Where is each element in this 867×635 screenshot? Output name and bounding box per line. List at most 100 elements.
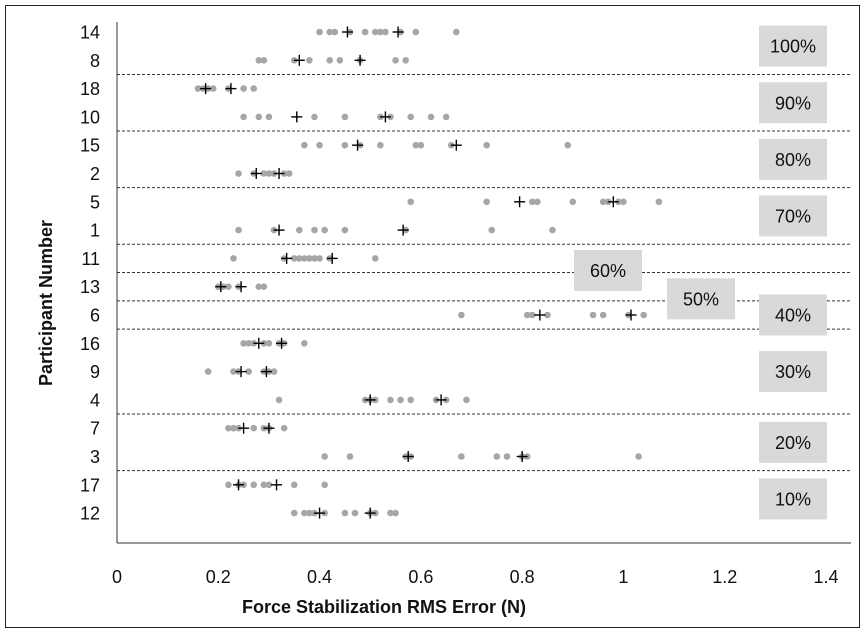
group-label-background [574, 250, 642, 292]
trial-point [240, 113, 247, 121]
group-label-background [667, 278, 735, 320]
trial-point [377, 141, 384, 149]
mean-marker [341, 26, 353, 38]
mean-marker [238, 422, 250, 434]
trial-point [260, 283, 268, 291]
mean-marker [314, 507, 326, 519]
mean-marker [291, 111, 303, 123]
mean-marker [364, 394, 376, 406]
mean-marker [352, 139, 364, 151]
group-label-text: 70% [775, 206, 811, 226]
x-tick-label: 1.2 [712, 567, 737, 587]
trial-point [290, 509, 298, 517]
trial-point [483, 198, 490, 206]
trial-point [265, 481, 273, 489]
group-label-box: 50% [667, 278, 735, 320]
trial-point [265, 170, 273, 177]
trial-point [458, 453, 465, 460]
group-label-box: 70% [759, 195, 827, 237]
y-tick-label: 18 [80, 79, 100, 99]
group-label-background [759, 25, 827, 67]
trial-point [392, 509, 399, 517]
trial-point [209, 85, 217, 92]
trial-point [250, 424, 258, 432]
x-tick-label: 0.6 [408, 567, 433, 587]
trial-point [301, 509, 308, 517]
trial-point [225, 481, 232, 489]
y-tick-label: 11 [81, 249, 100, 269]
x-tick-label: 1 [618, 567, 628, 587]
trial-point [255, 57, 263, 64]
group-label-text: 10% [775, 489, 811, 509]
y-tick-label: 14 [80, 23, 100, 43]
trial-point [599, 311, 607, 319]
trial-point [235, 170, 242, 177]
x-tick-labels: 0 0.2 0.4 0.6 0.8 1 1.2 1.4 [112, 567, 839, 587]
trial-point [296, 226, 303, 234]
mean-marker [250, 168, 262, 179]
trial-point [306, 509, 313, 517]
trial-point [544, 311, 551, 319]
trial-point [412, 28, 420, 36]
group-label-background [759, 82, 827, 124]
trial-point [361, 28, 369, 36]
trial-point [463, 396, 470, 404]
trial-point [316, 141, 323, 149]
trial-point [225, 283, 232, 291]
trial-point [265, 340, 273, 347]
trial-point [407, 113, 415, 121]
trial-point [341, 226, 349, 234]
mean-marker [392, 26, 404, 38]
mean-marker [534, 309, 546, 321]
trial-point [204, 368, 212, 375]
mean-marker [402, 451, 414, 462]
group-label-box: 100% [759, 25, 827, 67]
y-tick-label: 4 [90, 390, 100, 410]
y-tick-label: 2 [90, 164, 100, 184]
trial-point [640, 311, 647, 319]
y-tick-label: 17 [80, 475, 100, 495]
trial-point [493, 453, 501, 460]
y-tick-label: 16 [80, 334, 100, 354]
trial-point [250, 481, 258, 489]
y-tick-label: 15 [80, 136, 100, 156]
mean-marker [225, 83, 237, 95]
trial-point [336, 57, 344, 64]
y-axis-title: Participant Number [36, 220, 56, 386]
trial-point [311, 226, 318, 234]
x-tick-label: 1.4 [813, 567, 838, 587]
trial-point [321, 481, 328, 489]
trial-point [316, 255, 323, 262]
group-label-text: 90% [775, 93, 811, 113]
trial-point [235, 226, 242, 234]
trial-point [301, 255, 308, 262]
trial-point [316, 28, 323, 36]
trial-point [528, 198, 536, 206]
mean-marker [450, 139, 462, 151]
chart-frame: 14 8 18 10 15 2 5 1 11 13 6 16 9 4 7 3 17 12 0 0.2 0.4 0.6 0.… [5, 5, 860, 628]
mean-marker [435, 394, 447, 406]
trial-point [240, 340, 247, 347]
trial-point [377, 28, 384, 36]
mean-marker [293, 54, 305, 66]
group-label-background [759, 351, 827, 393]
group-label-box: 90% [759, 82, 827, 124]
trial-point [371, 255, 379, 262]
group-labels: 100% 90% 80% 70% 60% 50% 40% 30% 20% 10% [574, 25, 827, 520]
mean-marker [273, 168, 285, 179]
mean-marker [514, 196, 526, 208]
mean-marker [253, 337, 265, 349]
trial-point [306, 255, 313, 262]
trial-point [412, 141, 420, 149]
trial-point [458, 311, 465, 319]
trial-point [311, 113, 318, 121]
group-label-background [759, 421, 827, 463]
trial-point [402, 57, 409, 64]
trial-point [230, 424, 237, 432]
group-label-text: 100% [770, 37, 816, 57]
trial-point [371, 28, 379, 36]
trial-point [351, 509, 359, 517]
trial-point [240, 85, 247, 92]
mean-marker [200, 83, 212, 95]
mean-marker [516, 451, 528, 462]
